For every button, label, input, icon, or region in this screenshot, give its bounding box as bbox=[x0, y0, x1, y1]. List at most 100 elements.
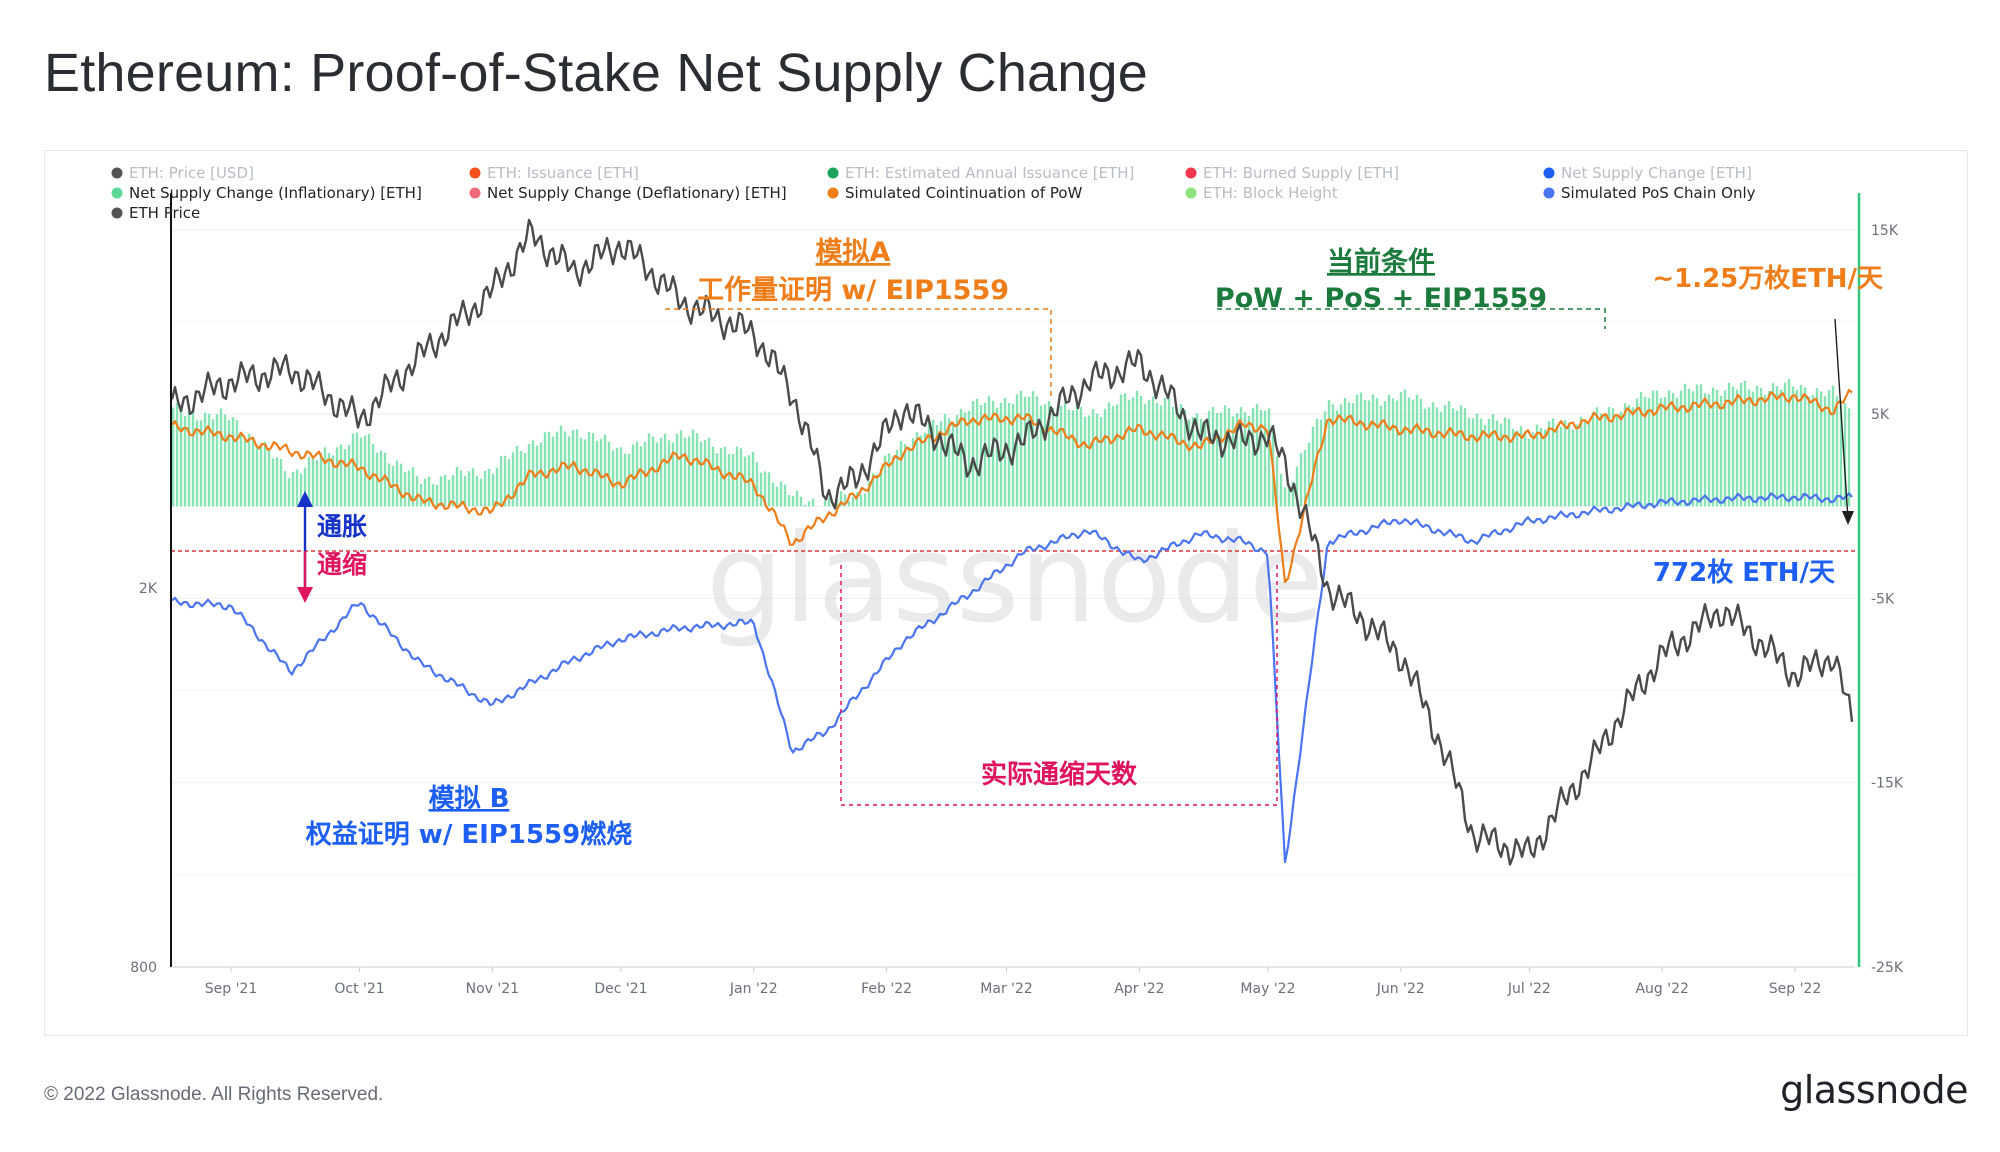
inflationary-bar bbox=[1815, 388, 1819, 507]
inflationary-bar bbox=[279, 458, 283, 507]
inflationary-bar bbox=[1647, 398, 1651, 507]
x-tick-label: Oct '21 bbox=[334, 981, 384, 997]
annotations: 模拟A 工作量证明 w/ EIP1559 当前条件 PoW + PoS + EI… bbox=[297, 237, 1883, 850]
inflationary-bar bbox=[1479, 418, 1483, 507]
legend-item[interactable]: ETH: Issuance [ETH] bbox=[487, 164, 639, 182]
inflationary-bar bbox=[943, 414, 947, 507]
inflationary-bar bbox=[1539, 428, 1543, 507]
inflationary-bar bbox=[1267, 408, 1271, 507]
inflationary-bar bbox=[183, 415, 187, 507]
inflationary-bar bbox=[1431, 402, 1435, 507]
pow-rate-label: ~1.25万枚ETH/天 bbox=[1652, 264, 1883, 294]
inflationary-bar bbox=[1127, 399, 1131, 507]
inflationary-bar bbox=[1439, 411, 1443, 507]
inflationary-bar bbox=[463, 476, 467, 507]
inflationary-bar bbox=[571, 429, 575, 507]
right-y-tick-label: -15K bbox=[1871, 776, 1904, 792]
legend-item[interactable]: Net Supply Change (Inflationary) [ETH] bbox=[129, 184, 422, 202]
inflationary-bar bbox=[379, 450, 383, 507]
inflationary-bar bbox=[807, 501, 811, 507]
legend-item[interactable]: ETH: Block Height bbox=[1203, 184, 1338, 202]
inflationary-bar bbox=[1251, 408, 1255, 507]
inflationary-bar bbox=[1211, 407, 1215, 507]
legend-marker bbox=[111, 207, 123, 219]
inflationary-bar bbox=[179, 410, 183, 507]
inflationary-bar bbox=[1371, 394, 1375, 507]
inflationary-bar bbox=[451, 475, 455, 507]
legend-item[interactable]: ETH: Price [USD] bbox=[129, 164, 254, 182]
inflationary-bar bbox=[811, 498, 815, 507]
inflationary-bar bbox=[1039, 405, 1043, 507]
inflationary-bar bbox=[431, 484, 435, 507]
inflationary-bar bbox=[1547, 421, 1551, 507]
inflationary-bar bbox=[591, 433, 595, 507]
inflationary-bar bbox=[1811, 395, 1815, 507]
inflationary-bar bbox=[779, 481, 783, 507]
legend-item[interactable]: Simulated PoS Chain Only bbox=[1561, 184, 1756, 202]
inflationary-bar bbox=[503, 455, 507, 507]
inflationary-bar bbox=[299, 473, 303, 507]
x-tick-label: May '22 bbox=[1240, 981, 1295, 997]
inflationary-bar bbox=[1347, 402, 1351, 507]
inflationary-bar bbox=[1675, 397, 1679, 507]
inflationary-bar bbox=[899, 441, 903, 507]
inflationary-bar bbox=[1135, 390, 1139, 507]
inflationary-bar bbox=[1751, 391, 1755, 507]
inflationary-bar bbox=[1195, 413, 1199, 507]
inflationary-bar bbox=[1715, 390, 1719, 507]
legend-marker bbox=[1185, 187, 1197, 199]
inflationary-bar bbox=[255, 446, 259, 507]
legend-item[interactable]: Net Supply Change (Deflationary) [ETH] bbox=[487, 184, 787, 202]
inflationary-bar bbox=[895, 449, 899, 507]
right-y-tick-label: -5K bbox=[1871, 591, 1895, 607]
legend-item[interactable]: Net Supply Change [ETH] bbox=[1561, 164, 1752, 182]
inflationary-bar bbox=[1331, 404, 1335, 507]
inflationary-bar bbox=[699, 441, 703, 507]
inflationary-bar bbox=[1799, 385, 1803, 507]
inflationary-bar bbox=[1463, 407, 1467, 507]
inflationary-bar bbox=[547, 431, 551, 507]
inflationary-bar bbox=[975, 398, 979, 507]
inflationary-bar bbox=[783, 484, 787, 507]
inflationary-bar bbox=[1543, 429, 1547, 507]
inflationary-bar bbox=[1207, 410, 1211, 507]
legend-marker bbox=[469, 167, 481, 179]
inflationary-bar bbox=[323, 447, 327, 507]
inflationary-bar bbox=[367, 433, 371, 507]
axes: Sep '21 Oct '21 Nov '21 Dec '21 Jan '22 Feb '… bbox=[130, 193, 1904, 997]
inflationary-bar bbox=[1631, 407, 1635, 507]
inflationary-bar bbox=[1103, 408, 1107, 507]
inflationary-bar bbox=[1327, 400, 1331, 507]
inflationary-bar bbox=[651, 436, 655, 507]
inflationary-bar bbox=[755, 462, 759, 507]
inflationary-bar bbox=[1051, 408, 1055, 507]
inflationary-bar bbox=[1595, 407, 1599, 507]
page-title: Ethereum: Proof-of-Stake Net Supply Chan… bbox=[44, 43, 1148, 103]
inflationary-bar bbox=[1411, 399, 1415, 507]
inflationary-bar bbox=[291, 471, 295, 507]
inflationary-bar bbox=[1227, 408, 1231, 507]
inflationary-bar bbox=[327, 453, 331, 507]
inflationary-bar bbox=[851, 497, 855, 507]
inflationary-bar bbox=[1583, 419, 1587, 507]
inflationary-bar bbox=[703, 440, 707, 507]
inflationary-bar bbox=[599, 438, 603, 507]
inflationary-bar bbox=[1499, 423, 1503, 507]
inflationary-bar bbox=[719, 448, 723, 507]
inflationary-bar bbox=[171, 407, 175, 507]
inflationary-bar bbox=[283, 471, 287, 507]
legend-item[interactable]: ETH Price bbox=[129, 204, 200, 222]
legend-item[interactable]: Simulated Cointinuation of PoW bbox=[845, 184, 1083, 202]
inflationary-bar bbox=[1619, 411, 1623, 507]
inflationary-bar bbox=[239, 432, 243, 507]
inflationary-bar bbox=[447, 479, 451, 507]
inflationary-bar bbox=[947, 418, 951, 507]
legend-marker bbox=[827, 187, 839, 199]
legend-item[interactable]: ETH: Burned Supply [ETH] bbox=[1203, 164, 1399, 182]
inflationary-bar bbox=[1447, 401, 1451, 507]
inflationary-bar bbox=[799, 496, 803, 507]
current-subtitle: PoW + PoS + EIP1559 bbox=[1215, 283, 1547, 314]
inflationary-bar bbox=[1299, 452, 1303, 507]
legend-item[interactable]: ETH: Estimated Annual Issuance [ETH] bbox=[845, 164, 1134, 182]
inflationary-bar bbox=[1395, 400, 1399, 507]
